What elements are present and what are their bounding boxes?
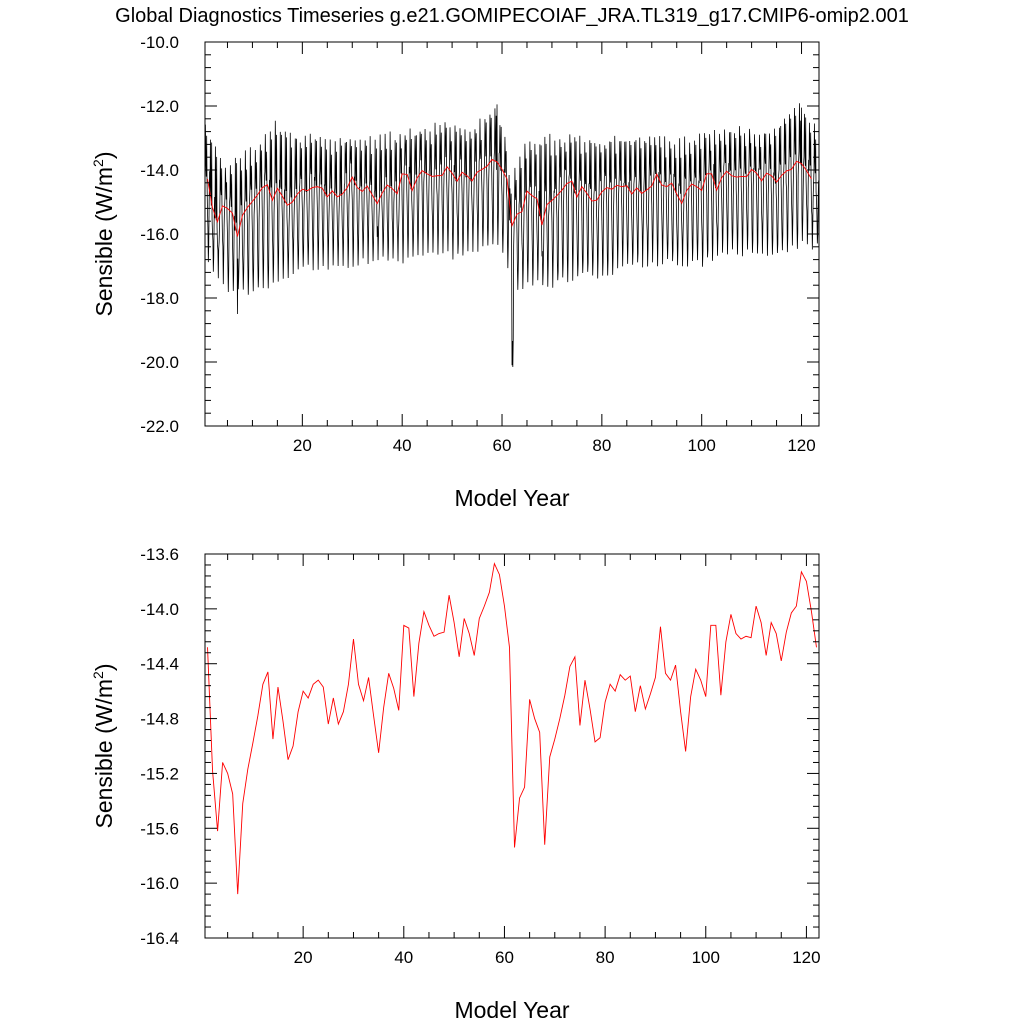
annual-series-line <box>207 562 817 895</box>
bottom-ytick-label: -16.0 <box>140 874 179 893</box>
top-ytick-label: -22.0 <box>140 417 179 436</box>
bottom-ytick-label: -14.4 <box>140 655 179 674</box>
bottom-axes: 20 40 60 80 100 120 -16.4 -16.0 -15.6 -15.2 -14.8 -… <box>140 545 820 967</box>
top-ytick-label: -10.0 <box>140 33 179 52</box>
top-xtick-label: 100 <box>688 436 716 455</box>
bottom-ytick-label: -15.2 <box>140 764 179 783</box>
top-xtick-label: 20 <box>293 436 312 455</box>
top-ytick-label: -20.0 <box>140 353 179 372</box>
top-plot-area <box>205 103 819 368</box>
monthly-series-line <box>205 103 819 368</box>
bottom-xtick-label: 120 <box>792 948 820 967</box>
top-ytick-label: -14.0 <box>140 161 179 180</box>
top-xlabel: Model Year <box>454 485 569 511</box>
figure-title: Global Diagnostics Timeseries g.e21.GOMI… <box>115 5 909 27</box>
bottom-frame <box>204 553 820 939</box>
bottom-ytick-label: -14.0 <box>140 600 179 619</box>
bottom-xtick-label: 60 <box>495 948 514 967</box>
annual-series-line-top <box>207 158 812 237</box>
bottom-plot-area <box>207 562 817 895</box>
bottom-xtick-label: 100 <box>692 948 720 967</box>
top-ytick-label: -18.0 <box>140 289 179 308</box>
bottom-ytick-label: -13.6 <box>140 545 179 564</box>
bottom-ytick-label: -16.4 <box>140 929 179 948</box>
bottom-ytick-label: -14.8 <box>140 710 179 729</box>
bottom-xtick-label: 40 <box>394 948 413 967</box>
bottom-xlabel: Model Year <box>454 997 569 1023</box>
top-xtick-label: 80 <box>592 436 611 455</box>
top-panel: 20 40 60 80 100 120 -22.0 -20.0 -18.0 -16.0 -14.0 -… <box>90 33 820 511</box>
top-xtick-label: 120 <box>787 436 815 455</box>
bottom-ytick-label: -15.6 <box>140 819 179 838</box>
bottom-xtick-label: 20 <box>294 948 313 967</box>
top-xtick-label: 40 <box>393 436 412 455</box>
top-ytick-label: -12.0 <box>140 97 179 116</box>
top-xtick-label: 60 <box>493 436 512 455</box>
top-axes: 20 40 60 80 100 120 -22.0 -20.0 -18.0 -16.0 -14.0 -… <box>140 33 819 455</box>
bottom-panel: 20 40 60 80 100 120 -16.4 -16.0 -15.6 -15.2 -14.8 -… <box>90 545 821 1023</box>
top-ytick-label: -16.0 <box>140 225 179 244</box>
bottom-ylabel: Sensible (W/m2) <box>90 663 117 828</box>
bottom-xtick-label: 80 <box>596 948 615 967</box>
top-ylabel: Sensible (W/m2) <box>90 151 117 316</box>
